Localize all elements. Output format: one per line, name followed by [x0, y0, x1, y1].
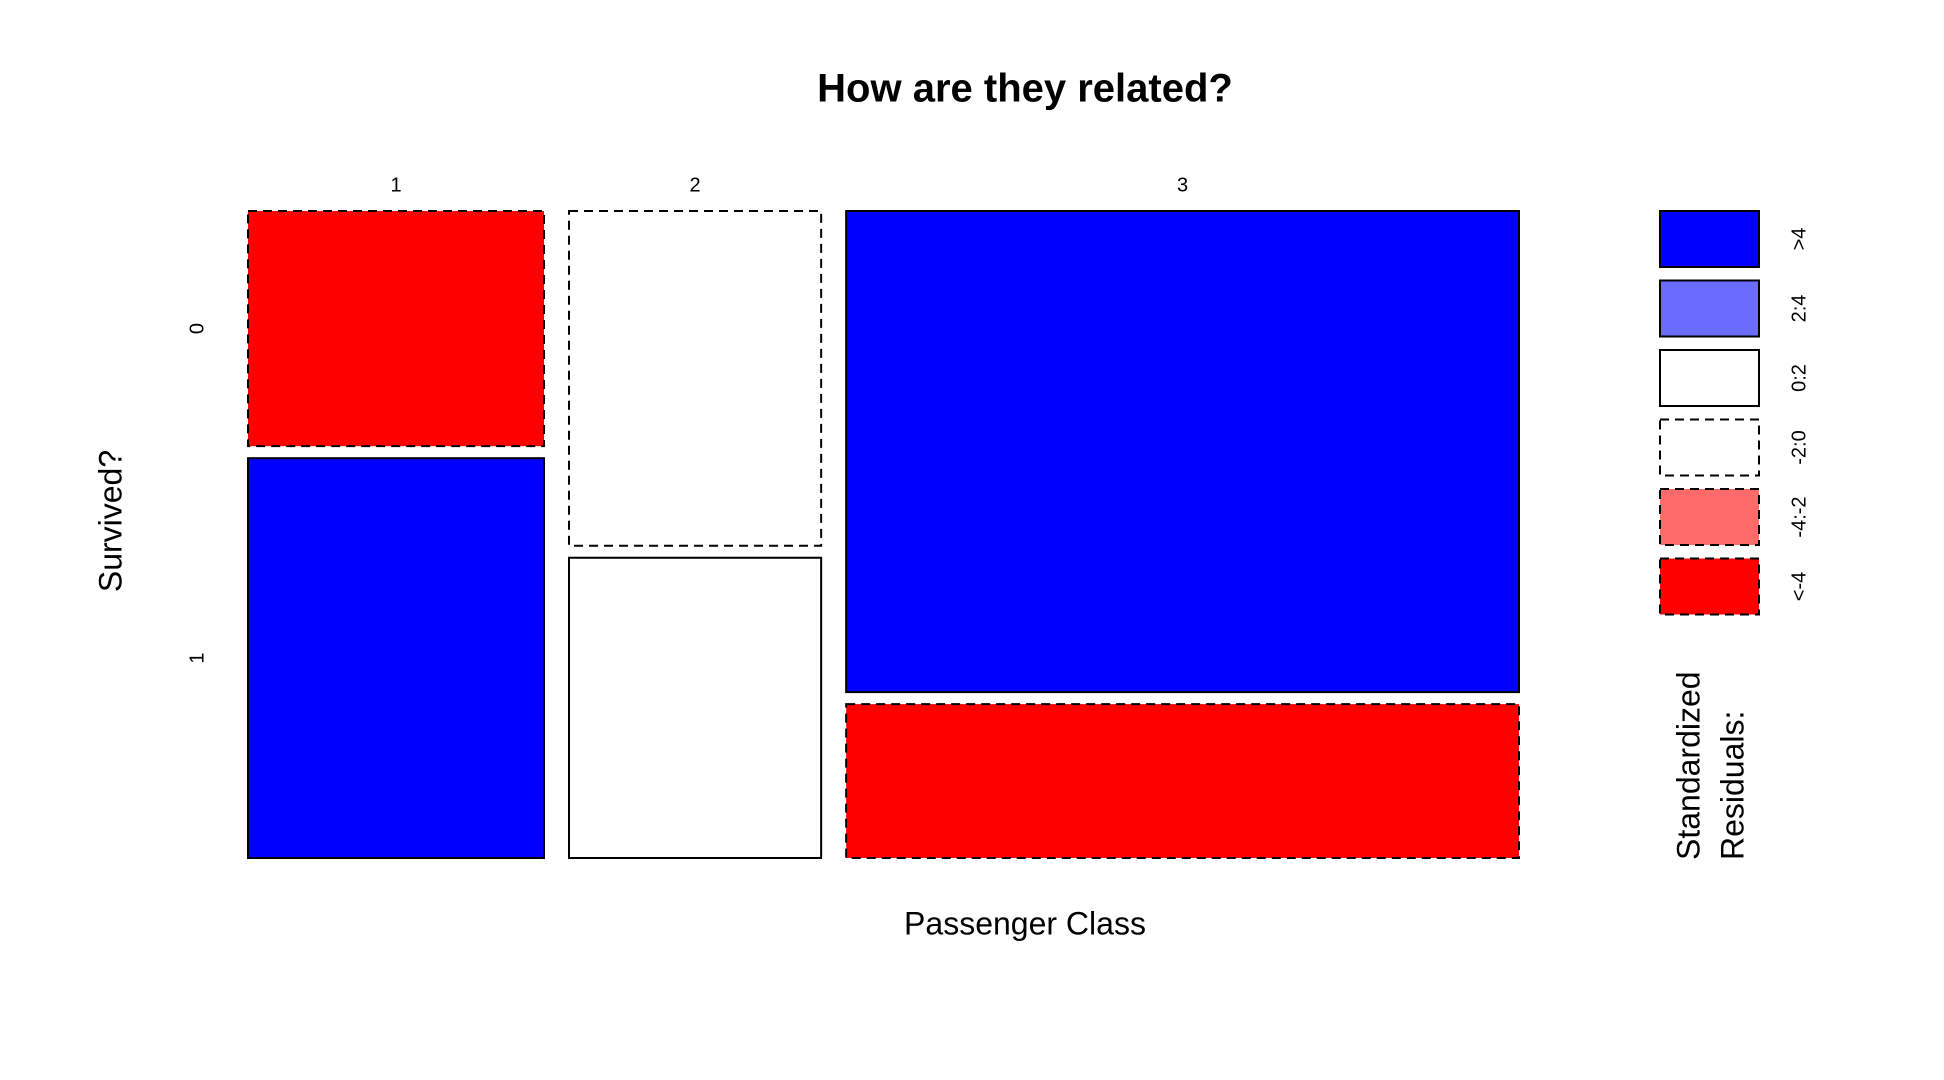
- legend-label: 2:4: [1788, 295, 1810, 323]
- legend-label: -4:-2: [1788, 496, 1810, 537]
- mosaic-cell: [568, 556, 823, 859]
- legend-title: Standardized: [1670, 671, 1706, 860]
- legend-swatch: [1659, 418, 1760, 477]
- legend-label: >4: [1788, 228, 1810, 251]
- legend-swatch: [1659, 349, 1760, 407]
- y-tick-label: 0: [186, 323, 208, 334]
- legend-swatch: [1659, 279, 1760, 338]
- legend-title: Residuals:: [1714, 711, 1750, 860]
- legend-label: -2:0: [1788, 430, 1810, 464]
- mosaic-cell: [247, 210, 545, 448]
- legend-label: 0:2: [1788, 364, 1810, 392]
- mosaic-cell: [845, 703, 1520, 859]
- mosaic-cell: [845, 210, 1520, 694]
- legend-swatch: [1659, 488, 1760, 546]
- y-tick-label: 1: [186, 653, 208, 664]
- x-tick-label: 3: [1177, 174, 1188, 196]
- legend-swatch: [1659, 557, 1760, 616]
- x-axis-label: Passenger Class: [904, 905, 1146, 941]
- legend-label: <-4: [1788, 572, 1810, 601]
- legend-swatch: [1659, 210, 1760, 268]
- y-axis-label: Survived?: [92, 450, 128, 592]
- x-tick-label: 1: [390, 174, 401, 196]
- x-tick-label: 2: [690, 174, 701, 196]
- mosaic-cell: [568, 210, 823, 547]
- mosaic-cell: [247, 457, 545, 859]
- chart-title: How are they related?: [817, 67, 1233, 111]
